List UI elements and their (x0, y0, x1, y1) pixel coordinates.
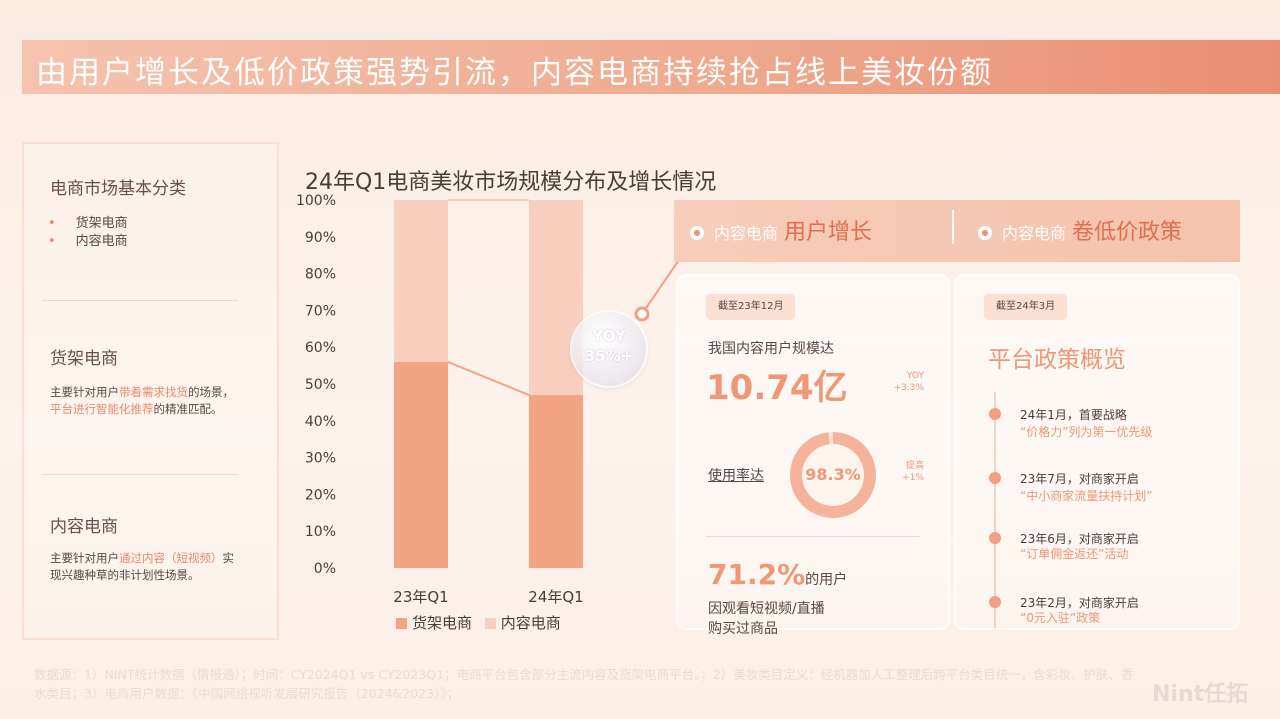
timeline-dot (989, 596, 1001, 608)
yoy-value: 35%+ (584, 347, 634, 365)
event-policy: “中小商家流量扶持计划” (1020, 489, 1153, 503)
shelf-ecommerce-title: 货架电商 (50, 349, 118, 369)
y-tick-label: 100% (296, 193, 336, 209)
y-tick-label: 0% (314, 561, 336, 577)
desc-highlight: 平台进行智能化推荐 (50, 402, 154, 416)
band-label: 内容电商 (1002, 224, 1067, 243)
timeline-dot (989, 472, 1001, 484)
usage-rate-label: 使用率达 (708, 468, 764, 484)
y-tick-label: 30% (305, 451, 336, 467)
desc-text: 的精准匹配。 (153, 402, 223, 416)
bar-shelf-0 (394, 361, 448, 568)
event-time: 24年1月，首要战略 (1020, 408, 1127, 422)
user-scale-value: 10.74亿 (706, 368, 848, 408)
usage-rate-value: 98.3% (802, 444, 864, 506)
y-tick-label: 90% (305, 230, 336, 246)
legend-swatch-content (484, 618, 496, 629)
data-source-note: 数据源：1）NINT统计数据（情报通）；时间：CY2024Q1 vs CY202… (34, 667, 1134, 701)
legend-label: 内容电商 (500, 614, 561, 632)
legend-item-shelf: 货架电商 (396, 614, 472, 632)
legend-item-content: 内容电商 (484, 614, 561, 632)
band-label: 内容电商 (714, 224, 779, 243)
desc-text: 主要针对用户 (50, 551, 119, 565)
increase-label: 提高 (905, 461, 924, 471)
brand-logo: Nint任拓 (1152, 682, 1249, 707)
dot-icon (690, 226, 704, 240)
date-pill: 截至23年12月 (706, 294, 796, 320)
timeline-dot (989, 532, 1001, 544)
bar-shelf-1 (529, 395, 583, 568)
event-policy: “订单佣金返还”活动 (1020, 547, 1129, 561)
y-tick-label: 10% (305, 524, 336, 540)
timeline (994, 392, 996, 628)
page-title: 由用户增长及低价政策强势引流，内容电商持续抢占线上美妆份额 (36, 55, 993, 91)
stat-value: 71.2% (708, 558, 806, 591)
stat-line: 因观看短视频/直播 (708, 601, 825, 617)
bar-content-0 (394, 200, 448, 362)
legend-swatch-shelf (396, 618, 407, 629)
desc-highlight: 通过内容（短视频） (119, 551, 223, 565)
band-user-growth: 内容电商 用户增长 (690, 214, 872, 246)
y-tick-label: 60% (305, 340, 336, 356)
event-time: 23年7月，对商家开启 (1020, 472, 1139, 486)
rate-increase: 提高 +1% (884, 460, 924, 484)
user-scale-card: 截至23年12月 我国内容用户规模达 10.74亿 YOY +3.3% 使用率达… (676, 274, 950, 637)
event-time: 23年6月，对商家开启 (1020, 532, 1139, 546)
highlight-band: 内容电商 用户增长 内容电商 卷低价政策 (674, 200, 1240, 262)
increase-value: +1% (902, 473, 924, 483)
y-tick-label: 80% (305, 267, 336, 283)
y-tick-label: 20% (305, 487, 336, 503)
stacked-bar-chart: 0% 10% 20% 30% 40% 50% 60% 70% 80% 90% 100% 23年Q1 24… (296, 193, 584, 606)
x-tick-label: 24年Q1 (528, 588, 583, 606)
desc-text: 的场景， (188, 385, 234, 399)
band-low-price: 内容电商 卷低价政策 (978, 214, 1182, 246)
band-highlight: 用户增长 (784, 220, 873, 245)
timeline-dot (989, 408, 1001, 420)
content-ecommerce-desc: 主要针对用户通过内容（短视频）实现兴趣种草的非计划性场景。 (50, 550, 240, 584)
band-highlight: 卷低价政策 (1072, 220, 1183, 245)
yoy-label: YOY (906, 371, 924, 381)
sidebar-heading: 电商市场基本分类 (50, 179, 186, 199)
usage-rate-ring: 98.3% (790, 432, 876, 518)
content-ecommerce-title: 内容电商 (50, 517, 118, 537)
divider (706, 536, 920, 537)
x-tick-label: 23年Q1 (393, 588, 448, 606)
desc-highlight: 带着需求找货 (119, 385, 188, 399)
divider (42, 474, 238, 475)
legend-label: 货架电商 (412, 614, 473, 632)
desc-text: 主要针对用户 (50, 385, 119, 399)
event-policy: “价格力”列为第一优先级 (1020, 425, 1153, 439)
video-purchase-stat: 71.2%的用户 (708, 558, 847, 591)
category-list: 货架电商 内容电商 (48, 212, 128, 249)
shelf-ecommerce-desc: 主要针对用户带着需求找货的场景， 平台进行智能化推荐的精准匹配。 (50, 384, 240, 418)
event-policy: “0元入驻”政策 (1020, 611, 1101, 625)
yoy-growth: YOY +3.3% (884, 370, 924, 394)
policy-card: 截至24年3月 平台政策概览 24年1月，首要战略 “价格力”列为第一优先级 2… (954, 274, 1240, 630)
date-pill: 截至24年3月 (984, 294, 1068, 320)
category-sidebar: 电商市场基本分类 货架电商 内容电商 货架电商 主要针对用户带着需求找货的场景，… (22, 142, 279, 640)
desc-text: 实现兴趣种草的非计划性场景。 (50, 551, 234, 582)
yoy-value: +3.3% (893, 383, 924, 393)
band-separator (952, 210, 954, 244)
dot-icon (978, 226, 992, 240)
policy-title: 平台政策概览 (988, 347, 1126, 373)
stat-line: 购买过商品 (708, 621, 778, 637)
y-tick-label: 40% (305, 414, 336, 430)
divider (42, 300, 238, 301)
connector-shelf (447, 360, 530, 396)
yoy-label: YOY (592, 327, 626, 345)
y-tick-label: 70% (305, 303, 336, 319)
chart-legend: 货架电商 内容电商 (396, 612, 569, 633)
y-tick-label: 50% (305, 377, 336, 393)
stat-suffix: 的用户 (805, 572, 848, 588)
yoy-bubble: YOY 35%+ (572, 312, 646, 386)
event-time: 23年2月，对商家开启 (1020, 596, 1139, 610)
user-scale-label: 我国内容用户规模达 (708, 341, 834, 357)
chart-title: 24年Q1电商美妆市场规模分布及增长情况 (305, 170, 717, 195)
list-item: 货架电商 (48, 212, 128, 231)
title-bar: 由用户增长及低价政策强势引流，内容电商持续抢占线上美妆份额 (22, 40, 1280, 94)
list-item: 内容电商 (48, 230, 128, 249)
